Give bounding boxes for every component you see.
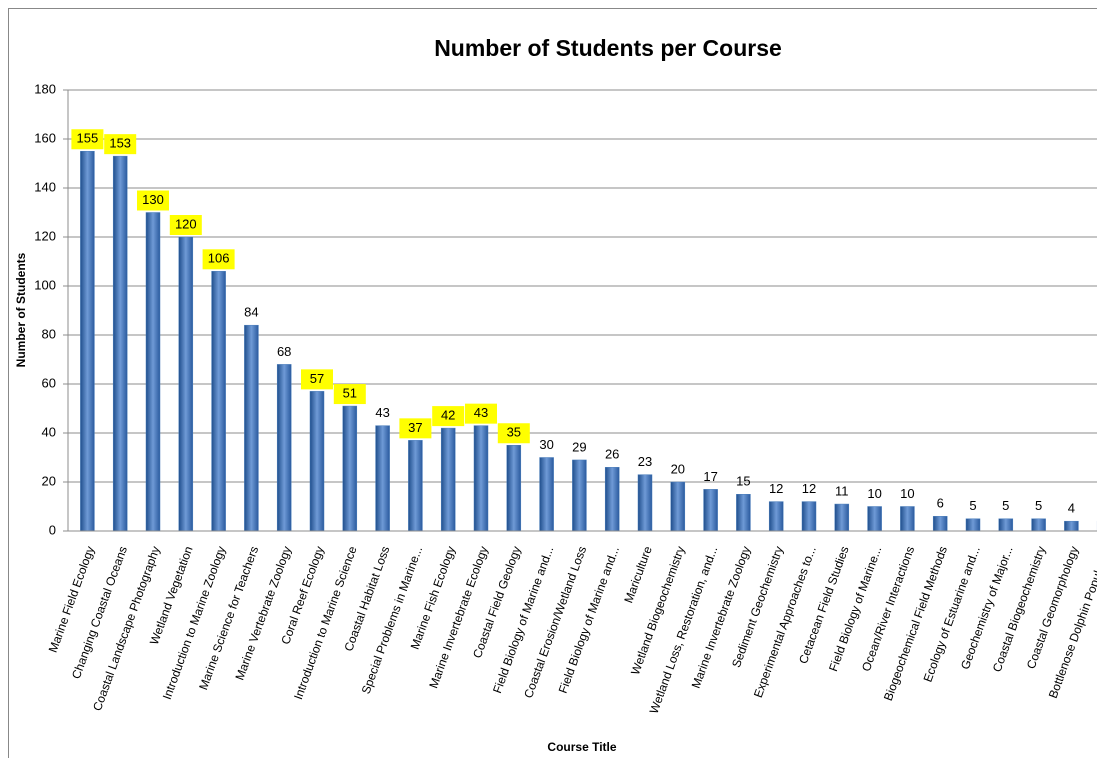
value-label: 84 <box>244 305 258 320</box>
value-label: 17 <box>703 469 717 484</box>
value-label: 29 <box>572 439 586 454</box>
x-tick-label: Coastal Erosion/Wetland Loss <box>521 544 589 700</box>
value-label: 153 <box>109 136 131 151</box>
y-tick-label: 80 <box>42 326 56 341</box>
y-tick-label: 0 <box>49 522 56 537</box>
value-label: 12 <box>802 481 816 496</box>
bar <box>637 474 653 532</box>
label-highlight <box>301 369 333 390</box>
bar <box>342 405 358 532</box>
bar <box>768 501 784 532</box>
x-tick-label: Marine Science for Teachers <box>196 544 261 691</box>
label-highlight <box>497 423 530 444</box>
x-tick-label: Special Problems in Marine... <box>359 544 426 695</box>
value-label: 42 <box>441 408 455 423</box>
value-label: 10 <box>900 486 914 501</box>
bar <box>506 445 522 532</box>
bar <box>112 155 128 532</box>
bar <box>572 459 587 532</box>
value-label: 51 <box>343 385 357 400</box>
bar <box>80 151 95 532</box>
x-axis-title: Course Title <box>547 740 616 754</box>
value-label: 6 <box>937 496 944 511</box>
bar <box>834 503 850 532</box>
bar <box>965 518 981 532</box>
y-axis-title: Number of Students <box>14 252 28 367</box>
bar <box>440 427 456 532</box>
value-label: 120 <box>175 216 197 231</box>
bar <box>1031 518 1046 532</box>
label-highlight <box>399 418 432 439</box>
x-tick-label: Introduction to Marine Science <box>291 544 360 701</box>
value-label: 68 <box>277 344 291 359</box>
value-label: 57 <box>310 371 324 386</box>
value-label: 20 <box>671 461 685 476</box>
bar <box>736 494 751 532</box>
bar <box>1064 520 1079 532</box>
label-highlight <box>169 215 202 235</box>
value-label: 26 <box>605 447 619 462</box>
value-label: 43 <box>474 405 488 420</box>
y-tick-label: 40 <box>42 424 56 439</box>
y-tick-label: 180 <box>34 81 56 96</box>
bar <box>539 457 554 532</box>
y-tick-label: 120 <box>34 228 56 243</box>
bar <box>244 324 259 532</box>
label-highlight <box>432 406 465 427</box>
bar <box>473 425 489 532</box>
x-tick-label: Field Biology of Marine and... <box>556 544 622 695</box>
y-tick-label: 60 <box>42 375 56 390</box>
bar <box>900 506 915 532</box>
x-tick-label: Experimental Approaches to... <box>751 544 819 699</box>
value-label: 5 <box>1002 498 1009 513</box>
y-tick-label: 100 <box>34 277 56 292</box>
label-highlight <box>202 249 235 270</box>
value-label: 23 <box>638 454 652 469</box>
label-highlight <box>465 403 497 424</box>
label-highlight <box>333 384 366 405</box>
value-label: 11 <box>835 483 849 498</box>
bar <box>998 518 1014 532</box>
chart-title: Number of Students per Course <box>434 35 782 61</box>
label-highlight <box>71 129 104 150</box>
bar <box>408 440 423 532</box>
bar <box>932 516 948 532</box>
value-label: 130 <box>142 192 164 207</box>
bar <box>211 271 226 532</box>
bar <box>867 506 882 532</box>
value-label: 12 <box>769 481 783 496</box>
value-label: 4 <box>1068 501 1075 516</box>
y-tick-label: 20 <box>42 473 56 488</box>
bar <box>604 467 620 532</box>
value-label: 37 <box>408 420 422 435</box>
value-label: 155 <box>77 131 99 146</box>
value-label: 43 <box>375 405 389 420</box>
x-tick-label: Mariculture <box>621 544 655 605</box>
x-tick-label: Biogeochemical Field Methods <box>881 544 950 702</box>
bar <box>178 236 194 532</box>
value-label: 5 <box>1035 498 1042 513</box>
y-tick-label: 160 <box>34 130 56 145</box>
bar <box>375 425 390 532</box>
value-label: 106 <box>208 251 230 266</box>
bar <box>703 489 718 532</box>
label-highlight <box>137 190 169 211</box>
x-tick-label: Field Biology of Marine and... <box>490 544 556 695</box>
x-tick-label: Introduction to Marine Zoology <box>160 544 229 701</box>
value-label: 5 <box>969 498 976 513</box>
bar <box>670 481 686 532</box>
chart-frame <box>8 8 1097 758</box>
value-label: 30 <box>539 437 553 452</box>
y-tick-label: 140 <box>34 179 56 194</box>
bar <box>276 364 292 532</box>
bar <box>309 391 325 532</box>
value-label: 15 <box>736 474 750 489</box>
label-highlight <box>104 134 137 155</box>
bar <box>145 212 161 532</box>
bar <box>801 501 817 532</box>
value-label: 10 <box>867 486 881 501</box>
value-label: 35 <box>507 425 521 440</box>
